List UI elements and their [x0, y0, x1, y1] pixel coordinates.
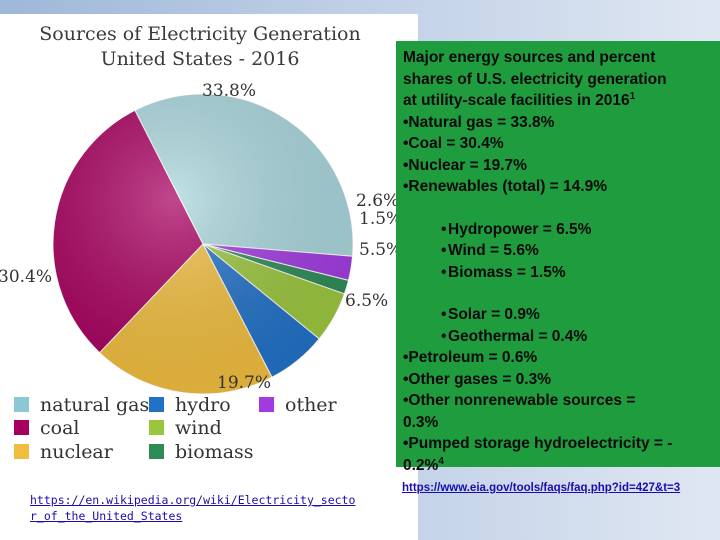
- item-natural-gas: •Natural gas = 33.8%: [403, 113, 555, 131]
- sub-item-hydropower: Hydropower = 6.5%: [403, 219, 716, 241]
- pie-shading: [53, 94, 353, 394]
- legend-label-other: other: [285, 394, 338, 416]
- item-other-gases: •Other gases = 0.3%: [403, 370, 552, 388]
- footnote-4: 4: [438, 455, 444, 467]
- item-renewables: •Renewables (total) = 14.9%: [403, 178, 607, 195]
- item-petroleum: •Petroleum = 0.6%: [403, 349, 538, 366]
- slice-label-natural-gas: 33.8%: [202, 81, 256, 101]
- heading-line-3: at utility-scale facilities in 2016: [403, 92, 630, 109]
- legend-swatch-biomass: [149, 444, 164, 459]
- chart-title: Sources of Electricity Generation: [39, 23, 360, 45]
- legend-label-natural-gas: natural gas: [40, 394, 149, 416]
- legend-label-wind: wind: [175, 417, 222, 439]
- slice-label-biomass: 1.5%: [359, 209, 402, 229]
- legend-swatch-hydro: [149, 397, 164, 412]
- renewables-sublist-b: Solar = 0.9% Geothermal = 0.4%: [403, 304, 716, 347]
- legend-label-biomass: biomass: [175, 441, 254, 463]
- legend-label-coal: coal: [40, 417, 79, 439]
- sub-item-solar: Solar = 0.9%: [403, 304, 716, 326]
- slice-label-coal: 30.4%: [0, 267, 52, 287]
- legend-swatch-natural-gas: [14, 397, 29, 412]
- item-nuclear: •Nuclear = 19.7%: [403, 156, 527, 174]
- footnote-1: 1: [629, 90, 636, 102]
- item-other-nonrenewable-value: 0.3%: [403, 413, 439, 431]
- heading-line-2: shares of U.S. electricity generation: [403, 70, 667, 88]
- slice-label-other: 2.6%: [356, 191, 399, 211]
- eia-source-link[interactable]: https://www.eia.gov/tools/faqs/faq.php?i…: [402, 482, 681, 494]
- legend-swatch-nuclear: [14, 444, 29, 459]
- chart-subtitle: United States - 2016: [101, 48, 300, 70]
- slice-label-hydro: 6.5%: [345, 291, 388, 311]
- heading-line-1: Major energy sources and percent: [403, 49, 656, 66]
- sub-item-biomass: Biomass = 1.5%: [403, 262, 716, 284]
- slice-label-nuclear: 19.7%: [217, 373, 271, 393]
- sub-item-wind: Wind = 5.6%: [403, 240, 716, 262]
- energy-shares-textbox: Major energy sources and percent shares …: [396, 41, 720, 474]
- legend-swatch-wind: [149, 420, 164, 435]
- slice-label-wind: 5.5%: [359, 240, 402, 260]
- renewables-sublist-a: Hydropower = 6.5% Wind = 5.6% Biomass = …: [403, 219, 716, 284]
- item-pumped-storage: •Pumped storage hydroelectricity = -: [403, 435, 673, 452]
- item-other-nonrenewable: •Other nonrenewable sources =: [403, 392, 636, 409]
- pie-chart: Sources of Electricity Generation United…: [0, 23, 402, 463]
- legend-swatch-coal: [14, 420, 29, 435]
- wikipedia-source-link[interactable]: https://en.wikipedia.org/wiki/Electricit…: [30, 493, 356, 523]
- item-pumped-storage-value: 0.2%: [403, 456, 439, 474]
- legend-label-hydro: hydro: [175, 394, 231, 416]
- item-coal: •Coal = 30.4%: [403, 135, 504, 152]
- sub-item-geothermal: Geothermal = 0.4%: [403, 326, 716, 348]
- legend-swatch-other: [259, 397, 274, 412]
- legend-label-nuclear: nuclear: [40, 441, 114, 463]
